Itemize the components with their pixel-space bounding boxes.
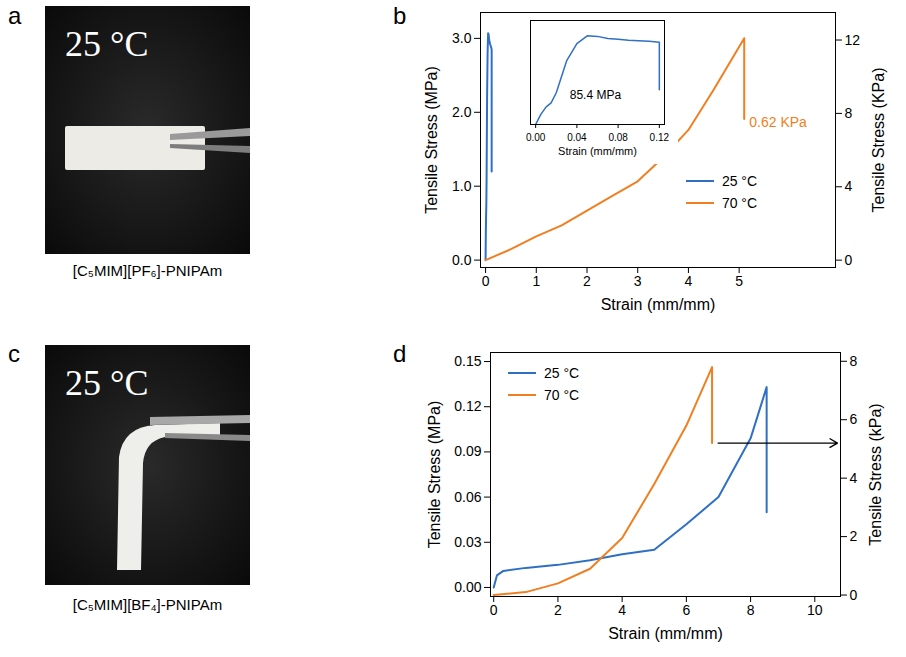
svg-text:2.0: 2.0: [452, 104, 472, 120]
svg-text:1: 1: [532, 273, 540, 289]
svg-text:0.08: 0.08: [608, 132, 628, 143]
svg-text:Tensile Stress (MPa): Tensile Stress (MPa): [426, 401, 443, 549]
svg-text:0: 0: [845, 252, 853, 268]
svg-text:10: 10: [807, 602, 823, 618]
html-text:c: c: [8, 340, 20, 367]
svg-text:4: 4: [618, 602, 626, 618]
svg-text:0.03: 0.03: [454, 534, 481, 550]
svg-text:0.06: 0.06: [454, 489, 481, 505]
svg-text:85.4 MPa: 85.4 MPa: [570, 88, 622, 102]
svg-text:4: 4: [850, 470, 858, 486]
html-text:70 °C: 70 °C: [544, 387, 580, 403]
svg-text:0.62 KPa: 0.62 KPa: [749, 114, 807, 130]
html-text:[C₅MIM][PF₆]-PNIPAm: [C₅MIM][PF₆]-PNIPAm: [72, 262, 223, 279]
svg-text:0.12: 0.12: [650, 132, 670, 143]
svg-text:3: 3: [634, 273, 642, 289]
html-text:a: a: [8, 2, 22, 29]
svg-text:25 °C: 25 °C: [65, 24, 148, 64]
svg-text:Strain (mm/mm): Strain (mm/mm): [608, 625, 723, 642]
svg-text:2: 2: [583, 273, 591, 289]
svg-text:8: 8: [747, 602, 755, 618]
svg-text:0.0: 0.0: [452, 252, 472, 268]
svg-text:Strain (mm/mm): Strain (mm/mm): [601, 296, 716, 313]
svg-text:0.00: 0.00: [526, 132, 546, 143]
svg-text:0: 0: [490, 602, 498, 618]
html-text:d: d: [393, 340, 407, 367]
svg-text:0.12: 0.12: [454, 398, 481, 414]
svg-text:12: 12: [845, 31, 861, 47]
svg-text:0.09: 0.09: [454, 443, 481, 459]
svg-text:8: 8: [845, 105, 853, 121]
svg-text:Tensile Stress (MPa): Tensile Stress (MPa): [423, 66, 440, 214]
svg-text:Strain (mm/mm): Strain (mm/mm): [558, 145, 637, 157]
svg-text:3.0: 3.0: [452, 30, 472, 46]
svg-text:1.0: 1.0: [452, 178, 472, 194]
svg-text:2: 2: [850, 528, 858, 544]
html-text:[C₅MIM][BF₄]-PNIPAm: [C₅MIM][BF₄]-PNIPAm: [72, 596, 223, 613]
svg-text:25 °C: 25 °C: [65, 363, 148, 403]
svg-text:6: 6: [850, 411, 858, 427]
svg-text:Tensile Stress (kPa): Tensile Stress (kPa): [867, 403, 884, 545]
svg-text:0: 0: [482, 273, 490, 289]
svg-text:4: 4: [845, 178, 853, 194]
svg-text:8: 8: [850, 353, 858, 369]
html-text:b: b: [393, 2, 407, 29]
html-text:70 °C: 70 °C: [721, 195, 758, 212]
svg-text:5: 5: [735, 273, 743, 289]
html-text:25 °C: 25 °C: [721, 173, 758, 190]
svg-text:6: 6: [682, 602, 690, 618]
svg-text:2: 2: [554, 602, 562, 618]
html-text:25 °C: 25 °C: [544, 365, 580, 381]
svg-text:0.04: 0.04: [567, 132, 587, 143]
svg-text:4: 4: [685, 273, 693, 289]
svg-text:Tensile Stress (KPa): Tensile Stress (KPa): [870, 68, 887, 213]
svg-text:0.15: 0.15: [454, 353, 481, 369]
svg-text:0: 0: [850, 587, 858, 603]
svg-text:0.00: 0.00: [454, 579, 481, 595]
